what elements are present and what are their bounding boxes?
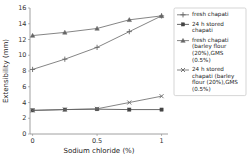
marker-shape <box>95 26 99 30</box>
y-tick-label: 0 <box>22 130 26 138</box>
data-point <box>159 14 163 18</box>
marker-shape <box>181 38 185 42</box>
marker-shape <box>127 29 132 34</box>
legend-label-line: (0.5%) <box>192 86 211 92</box>
legend-box <box>174 8 246 96</box>
y-tick-label: 12 <box>18 36 26 44</box>
x-tick <box>161 134 162 136</box>
x-tick <box>97 134 98 136</box>
legend-item: fresh chapati(barley flour(20%),GMS(0.5%… <box>177 37 229 63</box>
data-point <box>63 108 67 112</box>
data-point <box>95 107 99 111</box>
y-tick <box>28 71 30 72</box>
legend-label: fresh chapati(barley flour(20%),GMS(0.5%… <box>192 37 229 63</box>
marker-shape <box>127 18 131 22</box>
legend-marker <box>181 38 185 42</box>
marker-shape <box>159 14 163 18</box>
y-tick-label: 14 <box>18 20 26 28</box>
legend-label-line: 24 h stored <box>192 66 224 72</box>
y-tick <box>28 55 30 56</box>
x-tick-label: 1 <box>159 137 163 145</box>
legend-item: fresh chapati <box>177 11 229 18</box>
legend-label-line: (0.5%) <box>192 57 211 63</box>
y-tick <box>28 118 30 119</box>
marker-shape <box>181 23 184 26</box>
marker-shape <box>30 33 34 37</box>
data-point <box>160 94 164 98</box>
y-tick-label: 10 <box>18 51 26 59</box>
chart: 0 2 4 6 8 10 12 14 16 0 0.5 1 Sodium chloride (%) Ext… <box>0 0 248 166</box>
marker-shape <box>127 101 131 105</box>
data-point <box>95 26 99 30</box>
marker-shape <box>62 57 67 62</box>
marker-shape <box>31 108 35 112</box>
legend-label-line: chapati <box>192 27 213 34</box>
marker-shape <box>63 108 67 112</box>
y-tick <box>28 86 30 87</box>
y-tick-label: 16 <box>18 4 26 12</box>
legend-item: 24 h storedchapati <box>177 21 224 35</box>
y-tick <box>28 39 30 40</box>
legend-marker <box>180 12 185 17</box>
y-tick-label: 6 <box>22 83 26 91</box>
legend-label: fresh chapati <box>192 11 229 18</box>
x-axis-line <box>30 134 168 135</box>
y-tick <box>28 102 30 103</box>
y-tick <box>28 134 30 135</box>
y-tick <box>28 23 30 24</box>
data-point <box>31 108 35 112</box>
legend-label-line: flour (20%),GMS <box>192 79 238 85</box>
series-line <box>33 16 162 36</box>
plot-area <box>30 13 164 112</box>
marker-shape <box>181 68 185 72</box>
marker-shape <box>63 30 67 34</box>
data-point <box>128 108 131 111</box>
data-point <box>160 108 163 111</box>
data-point <box>63 30 67 34</box>
data-point <box>127 29 132 34</box>
legend-label-line: (20%),GMS <box>192 50 224 56</box>
marker-shape <box>180 12 185 17</box>
x-tick-label: 0 <box>31 137 35 145</box>
y-tick-label: 8 <box>22 67 26 75</box>
x-axis-label: Sodium chloride (%) <box>63 147 134 155</box>
data-point <box>127 18 131 22</box>
marker-shape <box>128 108 131 111</box>
legend-label-line: fresh chapati <box>192 11 229 18</box>
legend-label: 24 h storedchapati (barleyflour (20%),GM… <box>192 66 238 92</box>
y-tick-label: 4 <box>22 99 26 107</box>
legend-marker <box>181 23 184 26</box>
marker-shape <box>160 94 164 98</box>
marker-shape <box>160 108 163 111</box>
data-point <box>62 57 67 62</box>
legend: fresh chapati24 h storedchapatifresh cha… <box>174 8 246 96</box>
series-line <box>33 96 162 110</box>
chart-container: 0 2 4 6 8 10 12 14 16 0 0.5 1 Sodium chloride (%) Ext… <box>0 0 248 166</box>
legend-label: 24 h storedchapati <box>192 21 224 35</box>
data-point <box>30 67 35 72</box>
legend-label-line: 24 h stored <box>192 21 224 27</box>
marker-shape <box>95 107 99 111</box>
y-tick <box>28 8 30 9</box>
legend-item: 24 h storedchapati (barleyflour (20%),GM… <box>177 66 238 92</box>
marker-shape <box>30 67 35 72</box>
marker-shape <box>94 45 99 50</box>
data-point <box>127 101 131 105</box>
y-axis-label: Extensibility (mm) <box>2 39 10 103</box>
series-line <box>33 16 162 70</box>
legend-marker <box>181 68 185 72</box>
x-tick <box>32 134 33 136</box>
x-tick-label: 0.5 <box>92 137 102 145</box>
y-tick-label: 2 <box>22 114 26 122</box>
data-point <box>94 45 99 50</box>
data-point <box>30 33 34 37</box>
